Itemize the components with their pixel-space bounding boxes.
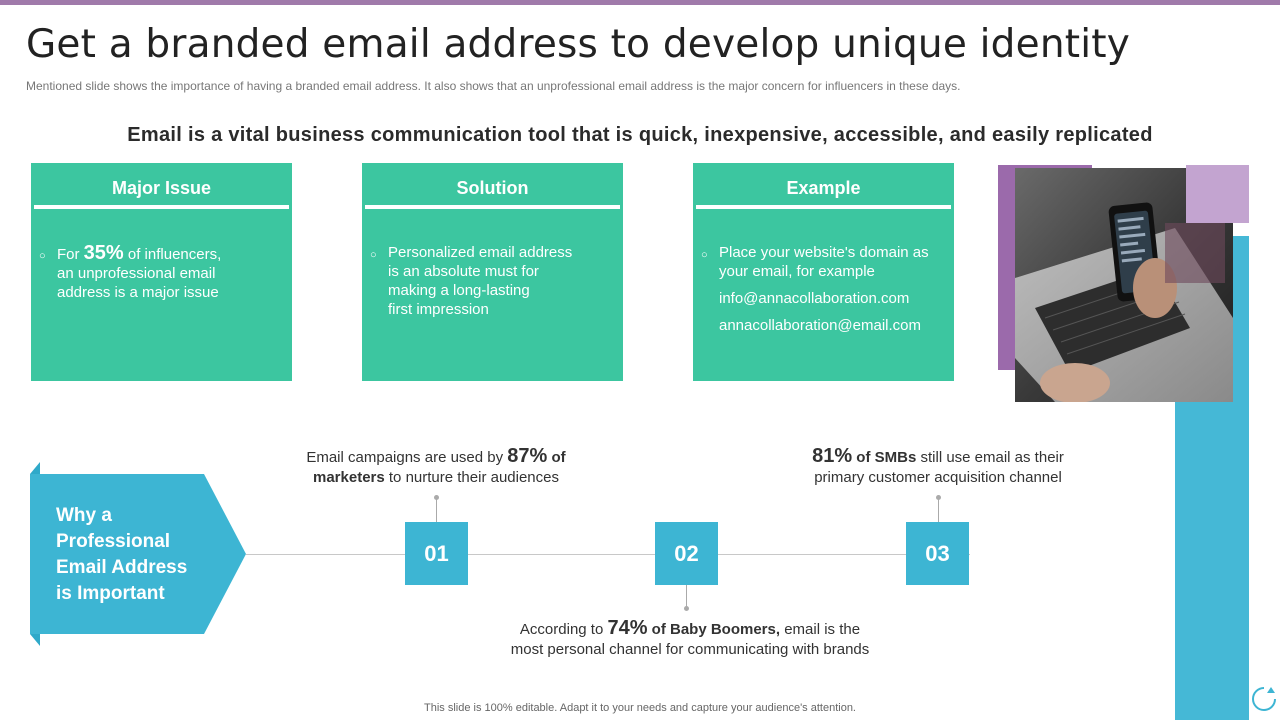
example-email: info@annacollaboration.com [719, 290, 910, 307]
connector-dot [936, 495, 941, 500]
stat-step-03: 81% of SMBs still use email as their pri… [812, 445, 1064, 486]
card-example: Example ○ Place your website's domain as… [693, 163, 954, 381]
step-01-box: 01 [405, 522, 468, 585]
slide-title: Get a branded email address to develop u… [26, 22, 1131, 67]
refresh-icon [1252, 687, 1276, 711]
circle-bullet-icon: ○ [39, 250, 46, 262]
card-heading: Major Issue [111, 178, 212, 198]
circle-bullet-icon: ○ [701, 249, 708, 261]
timeline-line [246, 554, 970, 555]
example-email: annacollaboration@email.com [719, 317, 922, 334]
why-arrow-shape [30, 462, 246, 646]
connector-dot [684, 606, 689, 611]
circle-bullet-icon: ○ [370, 249, 377, 261]
card-line: making a long-lasting [388, 282, 530, 299]
card-heading: Example [786, 178, 861, 198]
stat-number: 74% [607, 617, 648, 639]
slide-subtitle: Mentioned slide shows the importance of … [26, 79, 961, 93]
stat-step-01: Email campaigns are used by 87% of marke… [306, 445, 566, 486]
card-solution: Solution ○ Personalized email address is… [362, 163, 623, 381]
top-accent-bar [0, 0, 1280, 5]
step-03-box: 03 [906, 522, 969, 585]
card-major-issue: Major Issue ○ For 35% of influencers, an… [31, 163, 292, 381]
card-line: an unprofessional email [57, 265, 216, 282]
card-line: your email, for example [719, 263, 875, 280]
stat-number: 87% [507, 445, 548, 467]
card-body: ○ Personalized email address is an absol… [370, 243, 609, 319]
why-heading: Why a Professional Email Address is Impo… [56, 505, 188, 604]
card-line: is an absolute must for [388, 263, 539, 280]
card-line: Place your website's domain as [719, 244, 929, 261]
connector-line [938, 498, 939, 522]
slide-headline: Email is a vital business communication … [127, 124, 1153, 146]
card-line: first impression [388, 301, 489, 318]
stat-number: 35% [83, 242, 124, 264]
slide-footer: This slide is 100% editable. Adapt it to… [424, 702, 856, 714]
card-divider [34, 205, 289, 209]
connector-line [436, 498, 437, 522]
step-02-box: 02 [655, 522, 718, 585]
stat-step-02: According to 74% of Baby Boomers, email … [510, 617, 870, 658]
card-body: ○ For 35% of influencers, an unprofessio… [39, 242, 278, 302]
stat-number: 81% [812, 445, 853, 467]
connector-dot [434, 495, 439, 500]
card-line: address is a major issue [57, 284, 219, 301]
photo-frame-lilac [1186, 165, 1249, 223]
card-line: For 35% of influencers, [57, 242, 222, 264]
card-divider [696, 205, 951, 209]
connector-line [686, 585, 687, 609]
card-heading: Solution [456, 178, 529, 198]
card-divider [365, 205, 620, 209]
card-body: ○ Place your website's domain as your em… [701, 243, 940, 335]
card-line: Personalized email address [388, 244, 573, 261]
